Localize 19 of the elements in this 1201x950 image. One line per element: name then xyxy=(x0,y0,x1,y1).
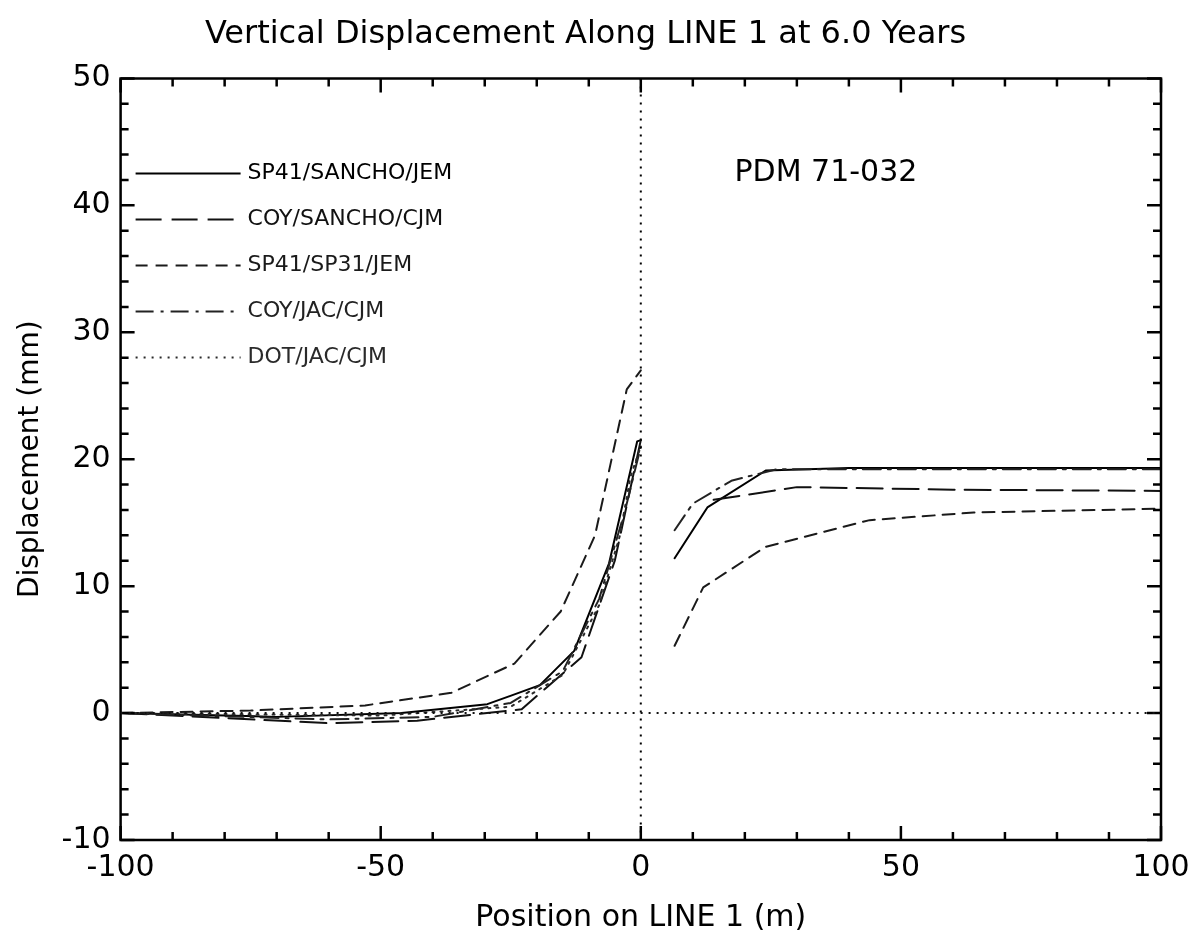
x-tick-label: -50 xyxy=(356,847,406,883)
legend-label: COY/JAC/CJM xyxy=(247,297,385,323)
x-tick-label: 100 xyxy=(1132,847,1190,883)
x-axis-title: Position on LINE 1 (m) xyxy=(475,897,807,933)
y-axis-title: Displacement (mm) xyxy=(12,320,46,599)
chart-title: Vertical Displacement Along LINE 1 at 6.0 Years xyxy=(204,12,967,51)
x-tick-label: 50 xyxy=(881,847,920,883)
y-tick-label: 40 xyxy=(72,185,111,221)
y-tick-label: 10 xyxy=(72,565,111,601)
y-tick-label: 20 xyxy=(72,439,111,474)
legend-label: SP41/SP31/JEM xyxy=(247,251,413,277)
legend-label: COY/SANCHO/CJM xyxy=(247,205,444,231)
legend-label: DOT/JAC/CJM xyxy=(247,343,388,369)
x-tick-label: 0 xyxy=(631,847,651,883)
annotation: PDM 71-032 xyxy=(734,153,918,189)
y-tick-label: 0 xyxy=(91,692,111,728)
y-tick-label: 30 xyxy=(72,312,111,348)
legend-label: SP41/SANCHO/JEM xyxy=(247,159,453,185)
y-tick-label: 50 xyxy=(72,58,111,94)
